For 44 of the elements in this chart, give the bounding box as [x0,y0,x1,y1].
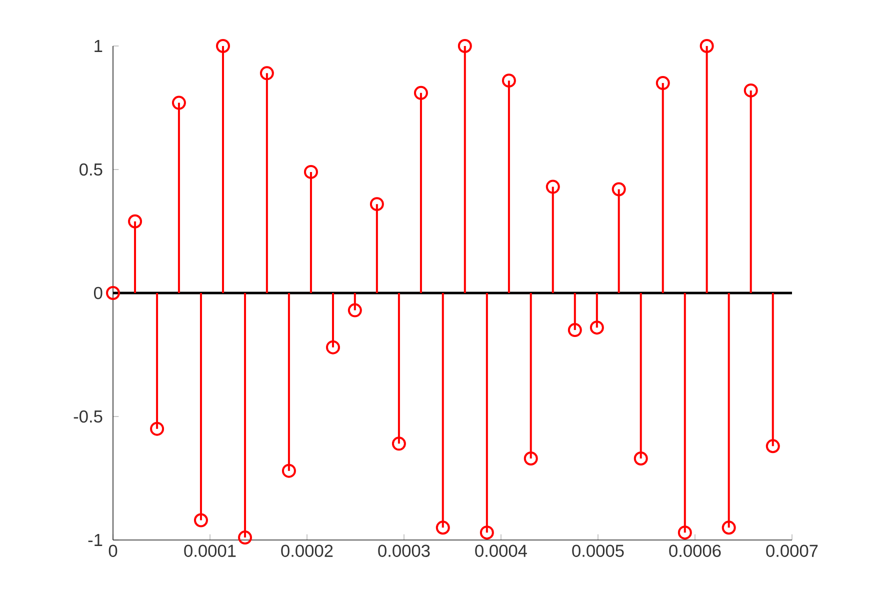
point [744,83,758,98]
point [590,320,604,335]
point [502,74,516,88]
y-tick-label: 0.5 [80,163,102,176]
point [524,451,538,466]
point [678,526,692,540]
x-tick-label: 0.0007 [766,544,818,557]
y-tick-label: 0 [94,286,102,300]
x-tick-label: 0.0002 [281,544,333,557]
point [106,286,120,300]
point [304,164,318,179]
point [282,464,296,478]
point [414,86,428,100]
x-tick-label: 0.0005 [572,544,624,557]
point [370,197,384,212]
point [194,513,208,528]
y-tick-label: 1 [94,40,102,52]
point [238,530,252,545]
x-tick-label: 0.0004 [475,544,527,557]
point [458,39,472,53]
point [348,303,362,318]
point [612,182,626,196]
point [480,526,494,540]
x-tick-label: 0.0001 [184,544,236,557]
point [634,451,648,466]
point [128,214,142,228]
x-tick-label: 0 [108,544,118,557]
point [260,66,274,80]
point [656,76,670,90]
y-tick-label: -1 [88,534,102,546]
point [216,39,230,53]
point [568,323,582,338]
point [700,39,714,53]
y-tick-label: -0.5 [74,410,102,423]
point [172,96,186,110]
point [546,180,560,194]
point [392,436,406,451]
point [722,520,736,535]
x-tick-label: 0.0003 [378,544,430,557]
point [766,439,780,454]
point [150,422,164,436]
point [436,520,450,535]
point [326,340,340,354]
x-tick-label: 0.0006 [669,544,721,557]
